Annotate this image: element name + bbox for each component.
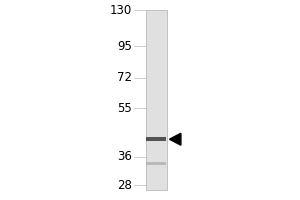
Polygon shape: [169, 133, 181, 145]
Text: 130: 130: [110, 4, 132, 17]
Bar: [146, 10, 167, 190]
Bar: [146, 162, 166, 165]
Text: 36: 36: [117, 150, 132, 163]
Text: 95: 95: [117, 40, 132, 53]
Text: 72: 72: [117, 71, 132, 84]
Text: 55: 55: [117, 102, 132, 115]
Text: 28: 28: [117, 179, 132, 192]
Bar: [146, 137, 166, 141]
